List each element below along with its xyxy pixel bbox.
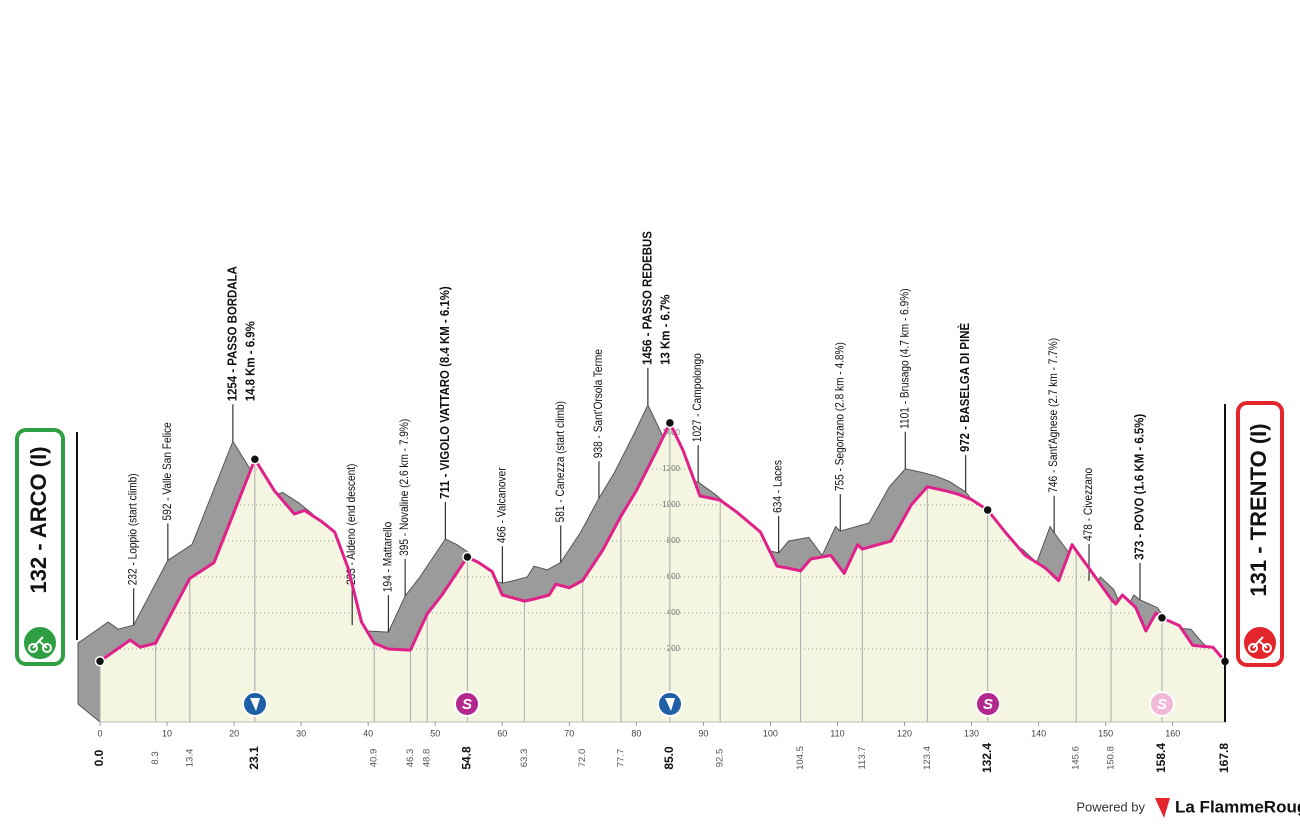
waypoint-label: 194 - Mattarello xyxy=(382,522,395,592)
waypoint-dot xyxy=(982,504,993,516)
y-tick-label: 1400 xyxy=(662,428,680,437)
x-tick-label: 70 xyxy=(564,728,574,738)
x-tick-label: 0 xyxy=(97,728,102,738)
x-tick-label: 10 xyxy=(162,728,172,738)
km-label: 8.3 xyxy=(150,751,161,764)
waypoint-label: 1101 - Brusago (4.7 km - 6.9%) xyxy=(899,288,912,428)
km-label: 104.5 xyxy=(795,746,806,770)
kom-icon xyxy=(242,691,268,717)
x-tick-label: 110 xyxy=(830,728,844,738)
kom-icon xyxy=(657,691,683,717)
finish-box xyxy=(1236,401,1284,667)
sprint-icon: S xyxy=(1149,691,1175,717)
km-label: 63.3 xyxy=(519,749,530,768)
waypoint-sublabel: 14.8 Km - 6.9% xyxy=(243,321,258,401)
waypoint-label: 1027 - Campolongo xyxy=(692,353,705,442)
y-tick-label: 800 xyxy=(667,536,681,545)
y-tick-label: 200 xyxy=(667,644,681,653)
km-label: 132.4 xyxy=(980,743,994,773)
waypoint-label: 395 - Novaline (2.6 km - 7.9%) xyxy=(399,419,412,556)
cyclist-icon xyxy=(1248,636,1272,653)
km-label: 0.0 xyxy=(92,749,106,766)
km-label: 113.7 xyxy=(857,746,868,769)
waypoint-label: 373 - POVO (1.6 KM - 6.5%) xyxy=(1132,414,1147,560)
km-label: 167.8 xyxy=(1217,743,1231,773)
waypoint-label: 466 - Valcanover xyxy=(496,467,509,543)
waypoint-label: 634 - Laces xyxy=(772,459,785,512)
waypoint-dot xyxy=(249,454,261,465)
waypoint-label: 746 - Sant'Agnese (2.7 km - 7.7%) xyxy=(1048,338,1061,493)
sprint-icon: S xyxy=(454,691,480,717)
x-tick-label: 90 xyxy=(698,728,708,738)
waypoint-sublabel: 13 Km - 6.7% xyxy=(658,294,673,365)
waypoint-label: 711 - VIGOLO VATTARO (8.4 KM - 6.1%) xyxy=(437,286,452,499)
waypoint-dot xyxy=(664,417,676,429)
km-label: 92.5 xyxy=(715,749,726,768)
km-label: 85.0 xyxy=(662,746,676,770)
km-label: 23.1 xyxy=(247,746,261,770)
waypoint-label: 478 - Civezzano xyxy=(1083,468,1096,541)
km-label: 54.8 xyxy=(460,746,474,770)
sprint-symbol: S xyxy=(1157,696,1167,713)
waypoint-label: 233 - Aldeno (end descent) xyxy=(346,464,359,585)
waypoint-label: 938 - Sant'Orsola Terme xyxy=(592,349,605,458)
waypoint-dot xyxy=(462,551,473,563)
x-tick-label: 20 xyxy=(229,728,239,738)
y-tick-label: 600 xyxy=(667,572,681,581)
waypoint-label: 232 - Loppio (start climb) xyxy=(127,473,140,585)
waypoint-label: 972 - BASELGA DI PINÈ xyxy=(956,323,972,452)
waypoint-label: 1456 - PASSO REDEBUS xyxy=(640,231,655,365)
cyclist-icon xyxy=(28,636,52,653)
start-box xyxy=(15,428,65,666)
km-label: 145.6 xyxy=(1071,746,1082,770)
waypoint-label: 755 - Segonzano (2.8 km - 4.8%) xyxy=(834,342,847,491)
profile-line xyxy=(99,421,1227,663)
km-label: 72.0 xyxy=(577,749,588,768)
sprint-symbol: S xyxy=(462,696,472,713)
powered-by: Powered by xyxy=(1076,799,1145,814)
km-label: 150.8 xyxy=(1106,746,1117,770)
x-tick-label: 60 xyxy=(497,728,507,738)
y-tick-label: 400 xyxy=(667,608,681,617)
sprint-symbol: S xyxy=(983,696,993,713)
brand-name: La FlammeRouge xyxy=(1175,797,1300,816)
start-label: 132 - ARCO (I) xyxy=(26,446,51,593)
waypoint-label: 581 - Canezza (start climb) xyxy=(554,401,567,522)
waypoint-dot xyxy=(94,655,106,667)
y-tick-label: 1200 xyxy=(662,464,680,473)
x-tick-label: 130 xyxy=(964,728,979,738)
km-label: 123.4 xyxy=(922,746,933,770)
waypoint-label: 1254 - PASSO BORDALA xyxy=(225,266,240,401)
x-tick-label: 30 xyxy=(296,728,306,738)
sprint-icon: S xyxy=(975,691,1001,717)
km-label: 77.7 xyxy=(615,749,626,768)
x-tick-label: 120 xyxy=(897,728,912,738)
y-tick-label: 1000 xyxy=(662,500,680,509)
x-tick-label: 100 xyxy=(763,728,778,738)
km-label: 158.4 xyxy=(1154,743,1168,773)
waypoint-label: 592 - Valle San Felice xyxy=(161,422,174,520)
km-label: 46.3 xyxy=(405,749,416,768)
x-tick-label: 80 xyxy=(631,728,641,738)
x-tick-label: 40 xyxy=(363,728,373,738)
brand-logo xyxy=(1155,798,1170,818)
x-tick-label: 160 xyxy=(1165,728,1180,738)
km-label: 40.9 xyxy=(369,749,380,768)
waypoint-dot xyxy=(1156,612,1168,624)
km-label: 48.8 xyxy=(422,749,433,768)
x-tick-label: 50 xyxy=(430,728,440,738)
km-label: 13.4 xyxy=(184,749,195,768)
x-tick-label: 150 xyxy=(1098,728,1113,738)
finish-label: 131 - TRENTO (I) xyxy=(1246,423,1271,596)
x-tick-label: 140 xyxy=(1031,728,1046,738)
